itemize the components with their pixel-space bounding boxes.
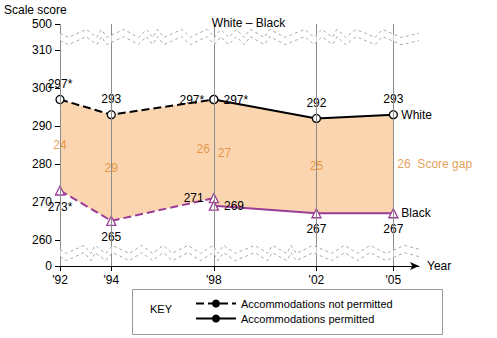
svg-text:KEY: KEY xyxy=(150,303,173,315)
svg-text:'05: '05 xyxy=(386,273,402,287)
svg-text:293: 293 xyxy=(101,92,122,106)
svg-text:310: 310 xyxy=(32,43,52,57)
svg-text:'98: '98 xyxy=(206,273,222,287)
svg-text:26: 26 xyxy=(397,157,411,171)
svg-text:Accommodations not permitted: Accommodations not permitted xyxy=(241,298,393,310)
svg-text:Score gap: Score gap xyxy=(417,157,472,171)
svg-text:'92: '92 xyxy=(52,273,68,287)
svg-text:25: 25 xyxy=(310,159,324,173)
svg-text:White – Black: White – Black xyxy=(212,16,286,30)
svg-text:29: 29 xyxy=(105,161,119,175)
svg-text:265: 265 xyxy=(101,230,122,244)
svg-text:297*: 297* xyxy=(47,76,73,91)
svg-text:271: 271 xyxy=(184,191,204,205)
svg-text:267: 267 xyxy=(383,222,404,237)
svg-text:Scale score: Scale score xyxy=(4,3,67,17)
svg-text:Accommodations permitted: Accommodations permitted xyxy=(241,313,374,325)
svg-text:300: 300 xyxy=(32,81,52,96)
svg-text:290: 290 xyxy=(32,119,52,133)
svg-text:267: 267 xyxy=(306,222,327,237)
svg-text:White: White xyxy=(401,108,432,122)
svg-text:26: 26 xyxy=(196,142,210,156)
svg-text:293: 293 xyxy=(383,92,404,106)
svg-text:Year: Year xyxy=(427,259,451,273)
svg-text:24: 24 xyxy=(53,138,67,152)
svg-text:297*: 297* xyxy=(180,93,205,107)
svg-text:'02: '02 xyxy=(309,273,325,287)
svg-text:270: 270 xyxy=(32,194,52,209)
svg-text:269: 269 xyxy=(224,199,244,213)
svg-text:27: 27 xyxy=(218,146,232,160)
svg-text:280: 280 xyxy=(32,157,52,171)
svg-text:297*: 297* xyxy=(224,93,249,107)
svg-text:500: 500 xyxy=(32,17,52,31)
svg-text:260: 260 xyxy=(32,233,52,247)
svg-text:273*: 273* xyxy=(47,199,73,214)
svg-text:292: 292 xyxy=(306,95,327,110)
svg-text:'94: '94 xyxy=(103,273,119,287)
svg-text:0: 0 xyxy=(45,259,52,273)
svg-text:Black: Black xyxy=(401,206,431,220)
